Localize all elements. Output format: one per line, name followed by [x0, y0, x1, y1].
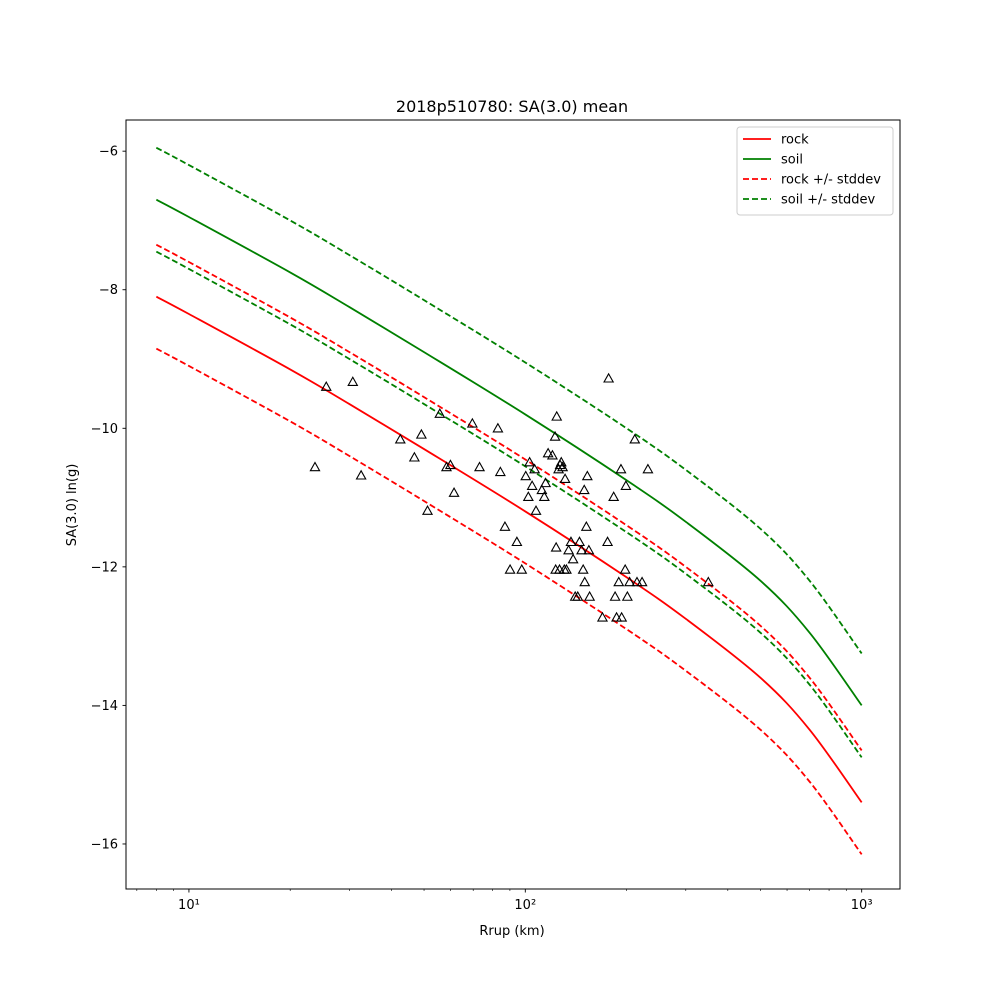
- observation-point: [440, 461, 453, 472]
- observation-point: [636, 576, 648, 587]
- y-tick-label: −10: [91, 422, 118, 437]
- observation-point: [524, 456, 536, 467]
- observation-point: [629, 433, 641, 444]
- observation-point: [504, 563, 516, 574]
- observation-point: [615, 463, 627, 474]
- observation-point: [580, 520, 592, 531]
- observation-point: [596, 611, 609, 622]
- observation-point: [347, 376, 359, 387]
- observation-point: [603, 372, 615, 383]
- observation-point: [421, 505, 434, 515]
- observation-point: [621, 590, 633, 601]
- y-tick-label: −16: [91, 837, 118, 852]
- y-axis: −16 −14 −12 −10 −8 −6: [91, 145, 126, 852]
- observation-point: [434, 408, 446, 418]
- observation-point: [448, 486, 460, 497]
- series-line-rock-stddev: [155, 243, 863, 751]
- observation-point: [578, 484, 590, 495]
- legend-label-soil-stddev: soil +/- stddev: [781, 193, 876, 208]
- observation-point: [624, 576, 636, 587]
- legend-box: [736, 126, 894, 216]
- observation-point: [581, 470, 593, 481]
- observation-point: [530, 505, 542, 515]
- observation-point: [576, 544, 588, 555]
- series-line-soil: [155, 198, 863, 706]
- observation-point: [613, 576, 625, 587]
- observation-point: [549, 430, 561, 441]
- observation-point: [526, 480, 538, 490]
- observation-points: [309, 372, 714, 622]
- observation-point: [540, 477, 552, 488]
- y-tick-label: −14: [91, 699, 118, 714]
- observation-point: [516, 563, 528, 574]
- observation-point: [536, 484, 548, 495]
- observation-point: [522, 491, 534, 502]
- observation-point: [542, 447, 554, 458]
- y-tick-label: −12: [91, 560, 118, 575]
- observation-point: [620, 480, 632, 490]
- y-tick-label: −8: [99, 283, 118, 298]
- series-line-band-5: [155, 250, 863, 758]
- plot-frame: [125, 119, 901, 890]
- legend-label-soil: soil: [781, 153, 803, 168]
- observation-point: [520, 470, 532, 481]
- series-line-band-3: [155, 347, 863, 855]
- observation-point: [609, 590, 621, 601]
- observation-point: [602, 536, 614, 547]
- observation-point: [355, 469, 367, 480]
- observation-point: [408, 451, 420, 462]
- legend: rock soil rock +/- stddev soil +/- stddev: [736, 126, 894, 216]
- x-tick-label: 10²: [514, 898, 536, 913]
- observation-point: [529, 463, 541, 474]
- observation-point: [560, 563, 572, 574]
- observation-point: [563, 544, 575, 555]
- observation-point: [577, 563, 589, 574]
- observation-point: [584, 590, 596, 601]
- observation-point: [415, 428, 427, 439]
- observation-point: [573, 536, 586, 547]
- observation-point: [550, 541, 562, 552]
- y-axis-label: SA(3.0) ln(g): [65, 464, 80, 547]
- observation-point: [551, 410, 563, 421]
- observation-point: [642, 463, 654, 474]
- observation-point: [616, 611, 628, 622]
- y-tick-label: −6: [99, 145, 118, 160]
- x-tick-label: 10³: [851, 898, 873, 913]
- legend-label-rock-stddev: rock +/- stddev: [781, 173, 881, 188]
- x-tick-label: 10¹: [178, 898, 200, 913]
- observation-point: [492, 422, 504, 433]
- observation-point: [394, 433, 406, 444]
- observation-point: [499, 520, 511, 531]
- observation-point: [444, 459, 456, 470]
- observation-point: [538, 491, 550, 502]
- observation-point: [572, 590, 584, 601]
- observation-point: [702, 576, 714, 587]
- observation-point: [320, 381, 332, 391]
- observation-point: [619, 563, 631, 574]
- chart-title: 2018p510780: SA(3.0) mean: [396, 97, 628, 116]
- observation-point: [309, 461, 321, 472]
- x-axis: 10¹ 10² 10³: [136, 889, 873, 913]
- observation-point: [559, 473, 571, 484]
- series-line-rock: [155, 295, 863, 803]
- observation-point: [583, 544, 595, 555]
- observation-point: [567, 553, 579, 564]
- legend-label-rock: rock: [781, 133, 809, 148]
- observation-point: [579, 576, 591, 587]
- x-axis-label: Rrup (km): [479, 924, 544, 939]
- observation-point: [511, 536, 523, 547]
- observation-point: [546, 449, 558, 460]
- observation-point: [473, 461, 486, 472]
- series-line-soil-stddev: [155, 146, 863, 654]
- observation-point: [557, 461, 569, 472]
- observation-point: [608, 491, 620, 502]
- observation-point: [565, 536, 577, 547]
- observation-point: [466, 417, 478, 428]
- observation-point: [494, 466, 506, 477]
- series-lines: [155, 146, 863, 855]
